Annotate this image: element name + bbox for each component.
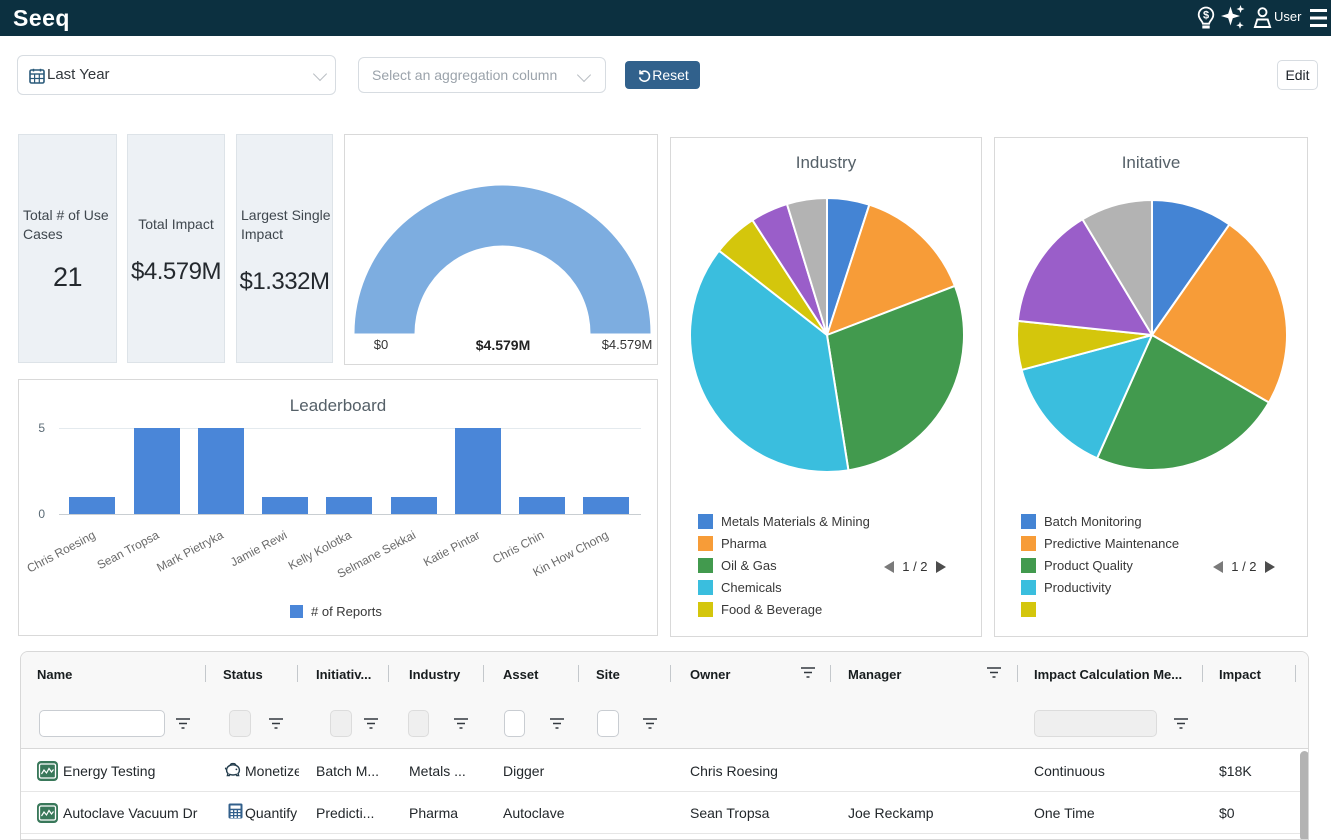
svg-text:$: $ — [1203, 10, 1209, 22]
